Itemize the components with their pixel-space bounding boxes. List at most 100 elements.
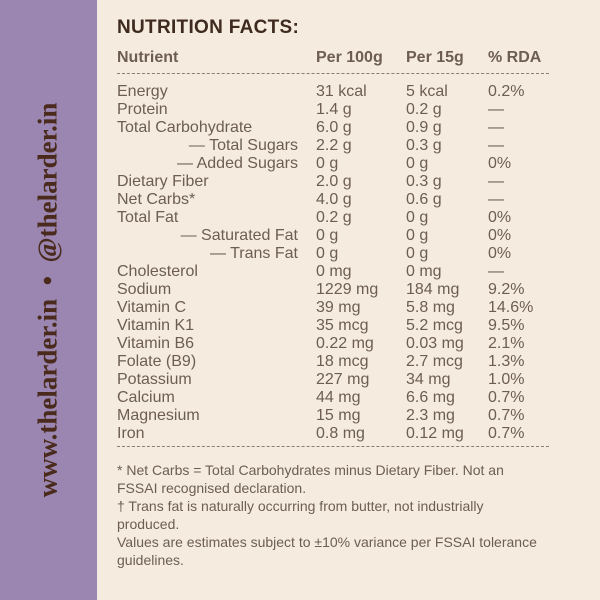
- cell: 5 kcal: [406, 83, 448, 100]
- cell: Nutrient: [117, 49, 179, 66]
- cell: 14.6%: [488, 299, 534, 316]
- cell: 0%: [488, 227, 512, 244]
- cell: 2.0 g: [316, 173, 352, 190]
- table-row: Dietary Fiber 2.0 g 0.3 g —: [117, 173, 557, 191]
- cell: Vitamin K1: [117, 317, 195, 334]
- cell: 0.03 mg: [406, 335, 464, 352]
- footnotes: * Net Carbs = Total Carbohydrates minus …: [117, 461, 537, 569]
- cell: 2.2 g: [316, 137, 352, 154]
- table-row: Energy 31 kcal 5 kcal 0.2%: [117, 83, 557, 101]
- table-row: Cholesterol 0 mg 0 mg —: [117, 263, 557, 281]
- table-row: Potassium 227 mg 34 mg 1.0%: [117, 371, 557, 389]
- cell: 0 g: [406, 209, 429, 226]
- cell: 2.7 mcg: [406, 353, 463, 370]
- cell: 34 mg: [406, 371, 451, 388]
- cell: 0.22 mg: [316, 335, 374, 352]
- cell: Vitamin C: [117, 299, 187, 316]
- cell: — Total Sugars: [188, 137, 298, 154]
- cell: Cholesterol: [117, 263, 198, 280]
- table-row: Calcium 44 mg 6.6 mg 0.7%: [117, 389, 557, 407]
- cell: 6.6 mg: [406, 389, 455, 406]
- cell: —: [488, 101, 504, 118]
- sidebar: www.thelarder.in • @thelarder.in: [0, 0, 97, 600]
- cell: 0 mg: [406, 263, 442, 280]
- cell: 1229 mg: [316, 281, 379, 298]
- cell: 0.7%: [488, 425, 525, 442]
- cell: 9.5%: [488, 317, 525, 334]
- cell: Total Carbohydrate: [117, 119, 253, 136]
- footnote: † Trans fat is naturally occurring from …: [117, 498, 484, 532]
- table-row: — Saturated Fat 0 g 0 g 0%: [117, 227, 557, 245]
- cell: 0.7%: [488, 407, 525, 424]
- cell: Folate (B9): [117, 353, 197, 370]
- cell: 5.2 mcg: [406, 317, 463, 334]
- cell: 0 g: [316, 227, 339, 244]
- cell: 2.1%: [488, 335, 525, 352]
- cell: 1.3%: [488, 353, 525, 370]
- cell: 0.12 mg: [406, 425, 464, 442]
- cell: 0.3 g: [406, 137, 442, 154]
- cell: 1.0%: [488, 371, 525, 388]
- cell: Iron: [117, 425, 145, 442]
- cell: 15 mg: [316, 407, 361, 424]
- cell: Energy: [117, 83, 168, 100]
- cell: Protein: [117, 101, 168, 118]
- table-row: Vitamin C 39 mg 5.8 mg 14.6%: [117, 299, 557, 317]
- cell: — Saturated Fat: [180, 227, 298, 244]
- cell: —: [488, 191, 504, 208]
- cell: Per 15g: [406, 49, 464, 66]
- cell: 0 g: [316, 155, 339, 172]
- header-row: Nutrient Per 100g Per 15g % RDA: [117, 49, 557, 67]
- cell: —: [488, 263, 504, 280]
- table-row: Folate (B9) 18 mcg 2.7 mcg 1.3%: [117, 353, 557, 371]
- cell: — Added Sugars: [177, 155, 298, 172]
- sidebar-text: www.thelarder.in • @thelarder.in: [32, 102, 63, 498]
- cell: % RDA: [488, 49, 542, 66]
- cell: 0%: [488, 209, 512, 226]
- table-row: — Trans Fat 0 g 0 g 0%: [117, 245, 557, 263]
- cell: 18 mcg: [316, 353, 369, 370]
- table-row: Net Carbs* 4.0 g 0.6 g —: [117, 191, 557, 209]
- cell: 0.6 g: [406, 191, 442, 208]
- cell: 184 mg: [406, 281, 460, 298]
- table-row: Sodium 1229 mg 184 mg 9.2%: [117, 281, 557, 299]
- table-row: Total Fat 0.2 g 0 g 0%: [117, 209, 557, 227]
- table-row: Vitamin B6 0.22 mg 0.03 mg 2.1%: [117, 335, 557, 353]
- table-row: — Added Sugars 0 g 0 g 0%: [117, 155, 557, 173]
- cell: 0.7%: [488, 389, 525, 406]
- footnote: * Net Carbs = Total Carbohydrates minus …: [117, 462, 504, 496]
- table-row: Protein 1.4 g 0.2 g —: [117, 101, 557, 119]
- cell: 39 mg: [316, 299, 361, 316]
- cell: Total Fat: [117, 209, 179, 226]
- cell: 0 g: [406, 245, 429, 262]
- cell: Net Carbs*: [117, 191, 196, 208]
- cell: Calcium: [117, 389, 175, 406]
- cell: 0%: [488, 155, 512, 172]
- cell: 0.2 g: [316, 209, 352, 226]
- table-row: Magnesium 15 mg 2.3 mg 0.7%: [117, 407, 557, 425]
- cell: 0.9 g: [406, 119, 442, 136]
- cell: Per 100g: [316, 49, 383, 66]
- cell: 2.3 mg: [406, 407, 455, 424]
- cell: Dietary Fiber: [117, 173, 209, 190]
- cell: Vitamin B6: [117, 335, 195, 352]
- table-row: Total Carbohydrate 6.0 g 0.9 g —: [117, 119, 557, 137]
- cell: —: [488, 119, 504, 136]
- cell: 0.2%: [488, 83, 525, 100]
- cell: 5.8 mg: [406, 299, 455, 316]
- divider: [117, 446, 549, 447]
- cell: 0 g: [316, 245, 339, 262]
- cell: 0 mg: [316, 263, 352, 280]
- cell: 227 mg: [316, 371, 370, 388]
- table-row: — Total Sugars 2.2 g 0.3 g —: [117, 137, 557, 155]
- divider: [117, 73, 549, 74]
- cell: Magnesium: [117, 407, 200, 424]
- cell: Potassium: [117, 371, 192, 388]
- title: NUTRITION FACTS:: [117, 17, 300, 38]
- cell: —: [488, 173, 504, 190]
- cell: 1.4 g: [316, 101, 352, 118]
- table-row: Vitamin K1 35 mcg 5.2 mcg 9.5%: [117, 317, 557, 335]
- cell: —: [488, 137, 504, 154]
- cell: 0.2 g: [406, 101, 442, 118]
